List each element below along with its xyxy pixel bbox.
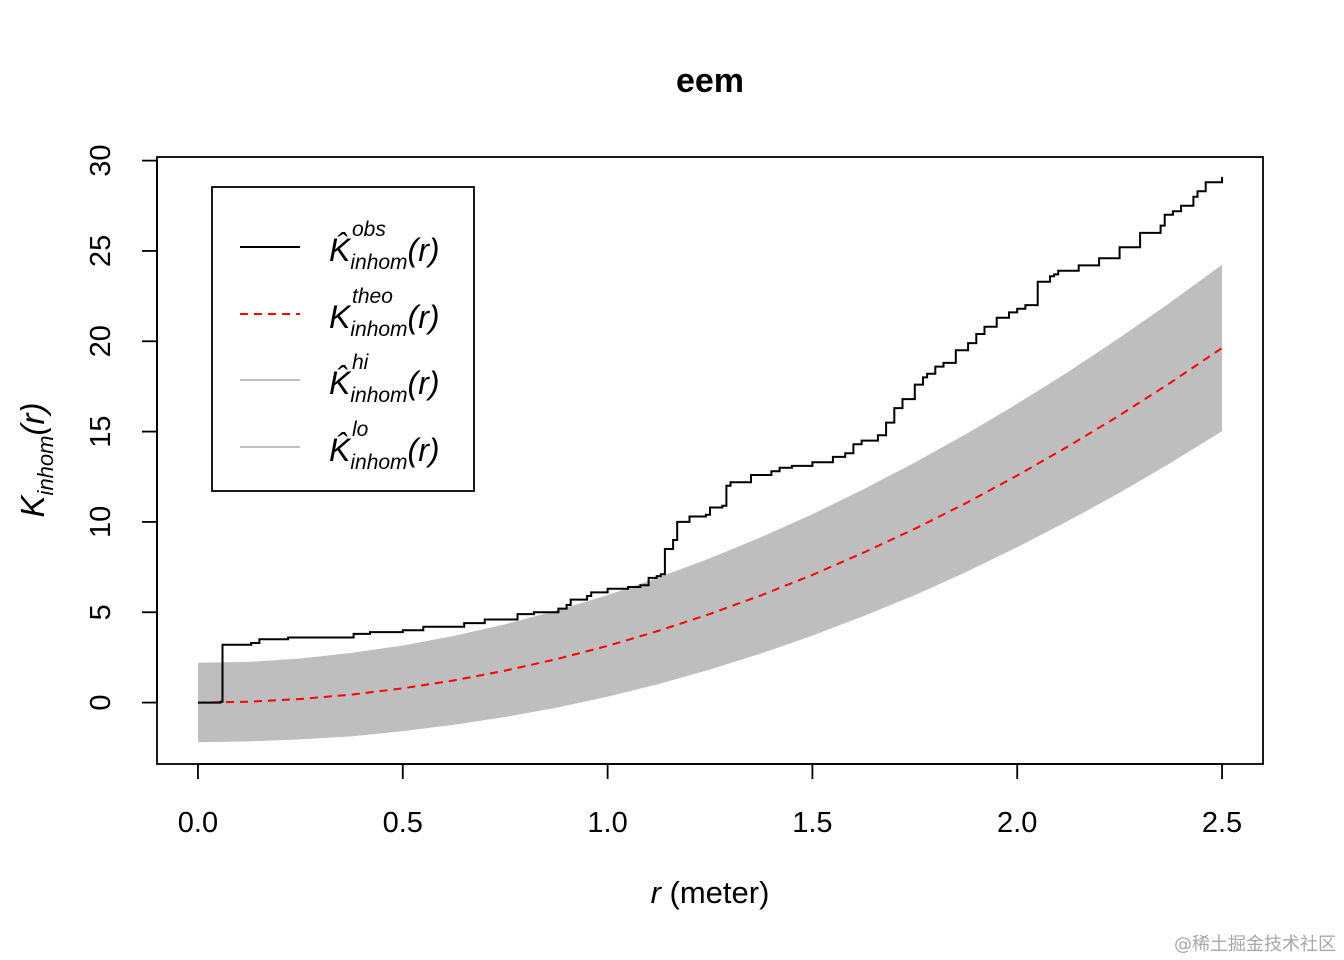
legend-base: K̂	[329, 232, 352, 268]
band-area-hi-lo	[198, 264, 1222, 743]
x-tick-label: 0.0	[178, 807, 218, 839]
legend-entry: K̂inhom(r)lo	[240, 418, 440, 474]
x-axis: 0.0 0.5 1.0 1.5 2.0 2.5	[178, 763, 1242, 839]
legend-label: K̂inhom(r)	[329, 365, 440, 407]
watermark: @稀土掘金技术社区	[1174, 934, 1336, 955]
x-tick-label: 1.0	[587, 807, 627, 839]
y-axis-label-arg: (r)	[14, 403, 51, 436]
y-tick-label: 15	[85, 415, 117, 447]
y-axis-label-sub: inhom	[33, 436, 58, 496]
legend-label: Kinhom(r)	[329, 299, 440, 341]
y-axis-label: Kinhom(r)	[14, 403, 58, 518]
y-axis: 0 5 10 15 20 25 30	[85, 144, 158, 711]
x-tick-label: 2.0	[997, 807, 1037, 839]
y-tick-label: 10	[85, 506, 117, 538]
legend-sub: inhom	[350, 451, 407, 474]
legend-arg: (r)	[408, 365, 440, 401]
x-tick-label: 2.5	[1202, 807, 1242, 839]
legend-sup: hi	[352, 351, 370, 374]
chart-title: eem	[676, 62, 744, 100]
legend-sup: lo	[352, 418, 369, 441]
legend-base: K̂	[329, 365, 352, 401]
legend-sup: theo	[352, 285, 393, 308]
series-theo-line	[197, 347, 1223, 704]
legend-entry: Kinhom(r)theo	[240, 285, 440, 341]
legend-sub: inhom	[350, 384, 407, 407]
y-axis-label-base: K	[14, 493, 51, 517]
confidence-band	[198, 264, 1222, 743]
y-tick-label: 20	[85, 325, 117, 357]
legend-box	[211, 186, 475, 492]
y-tick-label: 0	[85, 695, 117, 711]
legend-entry: K̂inhom(r)hi	[240, 351, 440, 407]
x-axis-label: r (meter)	[651, 875, 770, 910]
y-tick-label: 30	[85, 144, 117, 176]
series-obs-line	[198, 176, 1223, 704]
legend-arg: (r)	[408, 299, 440, 335]
legend-base: K	[329, 299, 352, 335]
legend-sup: obs	[352, 218, 386, 241]
x-axis-label-var: r	[651, 875, 663, 910]
y-tick-label: 25	[85, 235, 117, 267]
legend-label: K̂inhom(r)	[329, 232, 440, 274]
legend-arg: (r)	[408, 432, 440, 468]
y-tick-label: 5	[85, 604, 117, 620]
legend-sub: inhom	[350, 318, 407, 341]
x-tick-label: 1.5	[792, 807, 832, 839]
legend-arg: (r)	[408, 232, 440, 268]
legend-sub: inhom	[350, 251, 407, 274]
legend-label: K̂inhom(r)	[329, 432, 440, 474]
legend-base: K̂	[329, 432, 352, 468]
legend: K̂inhom(r)obsKinhom(r)theoK̂inhom(r)hiK̂…	[211, 186, 475, 492]
x-tick-label: 0.5	[383, 807, 423, 839]
legend-entry: K̂inhom(r)obs	[240, 218, 440, 274]
series-lines	[197, 176, 1223, 704]
x-axis-label-unit: (meter)	[661, 875, 770, 910]
